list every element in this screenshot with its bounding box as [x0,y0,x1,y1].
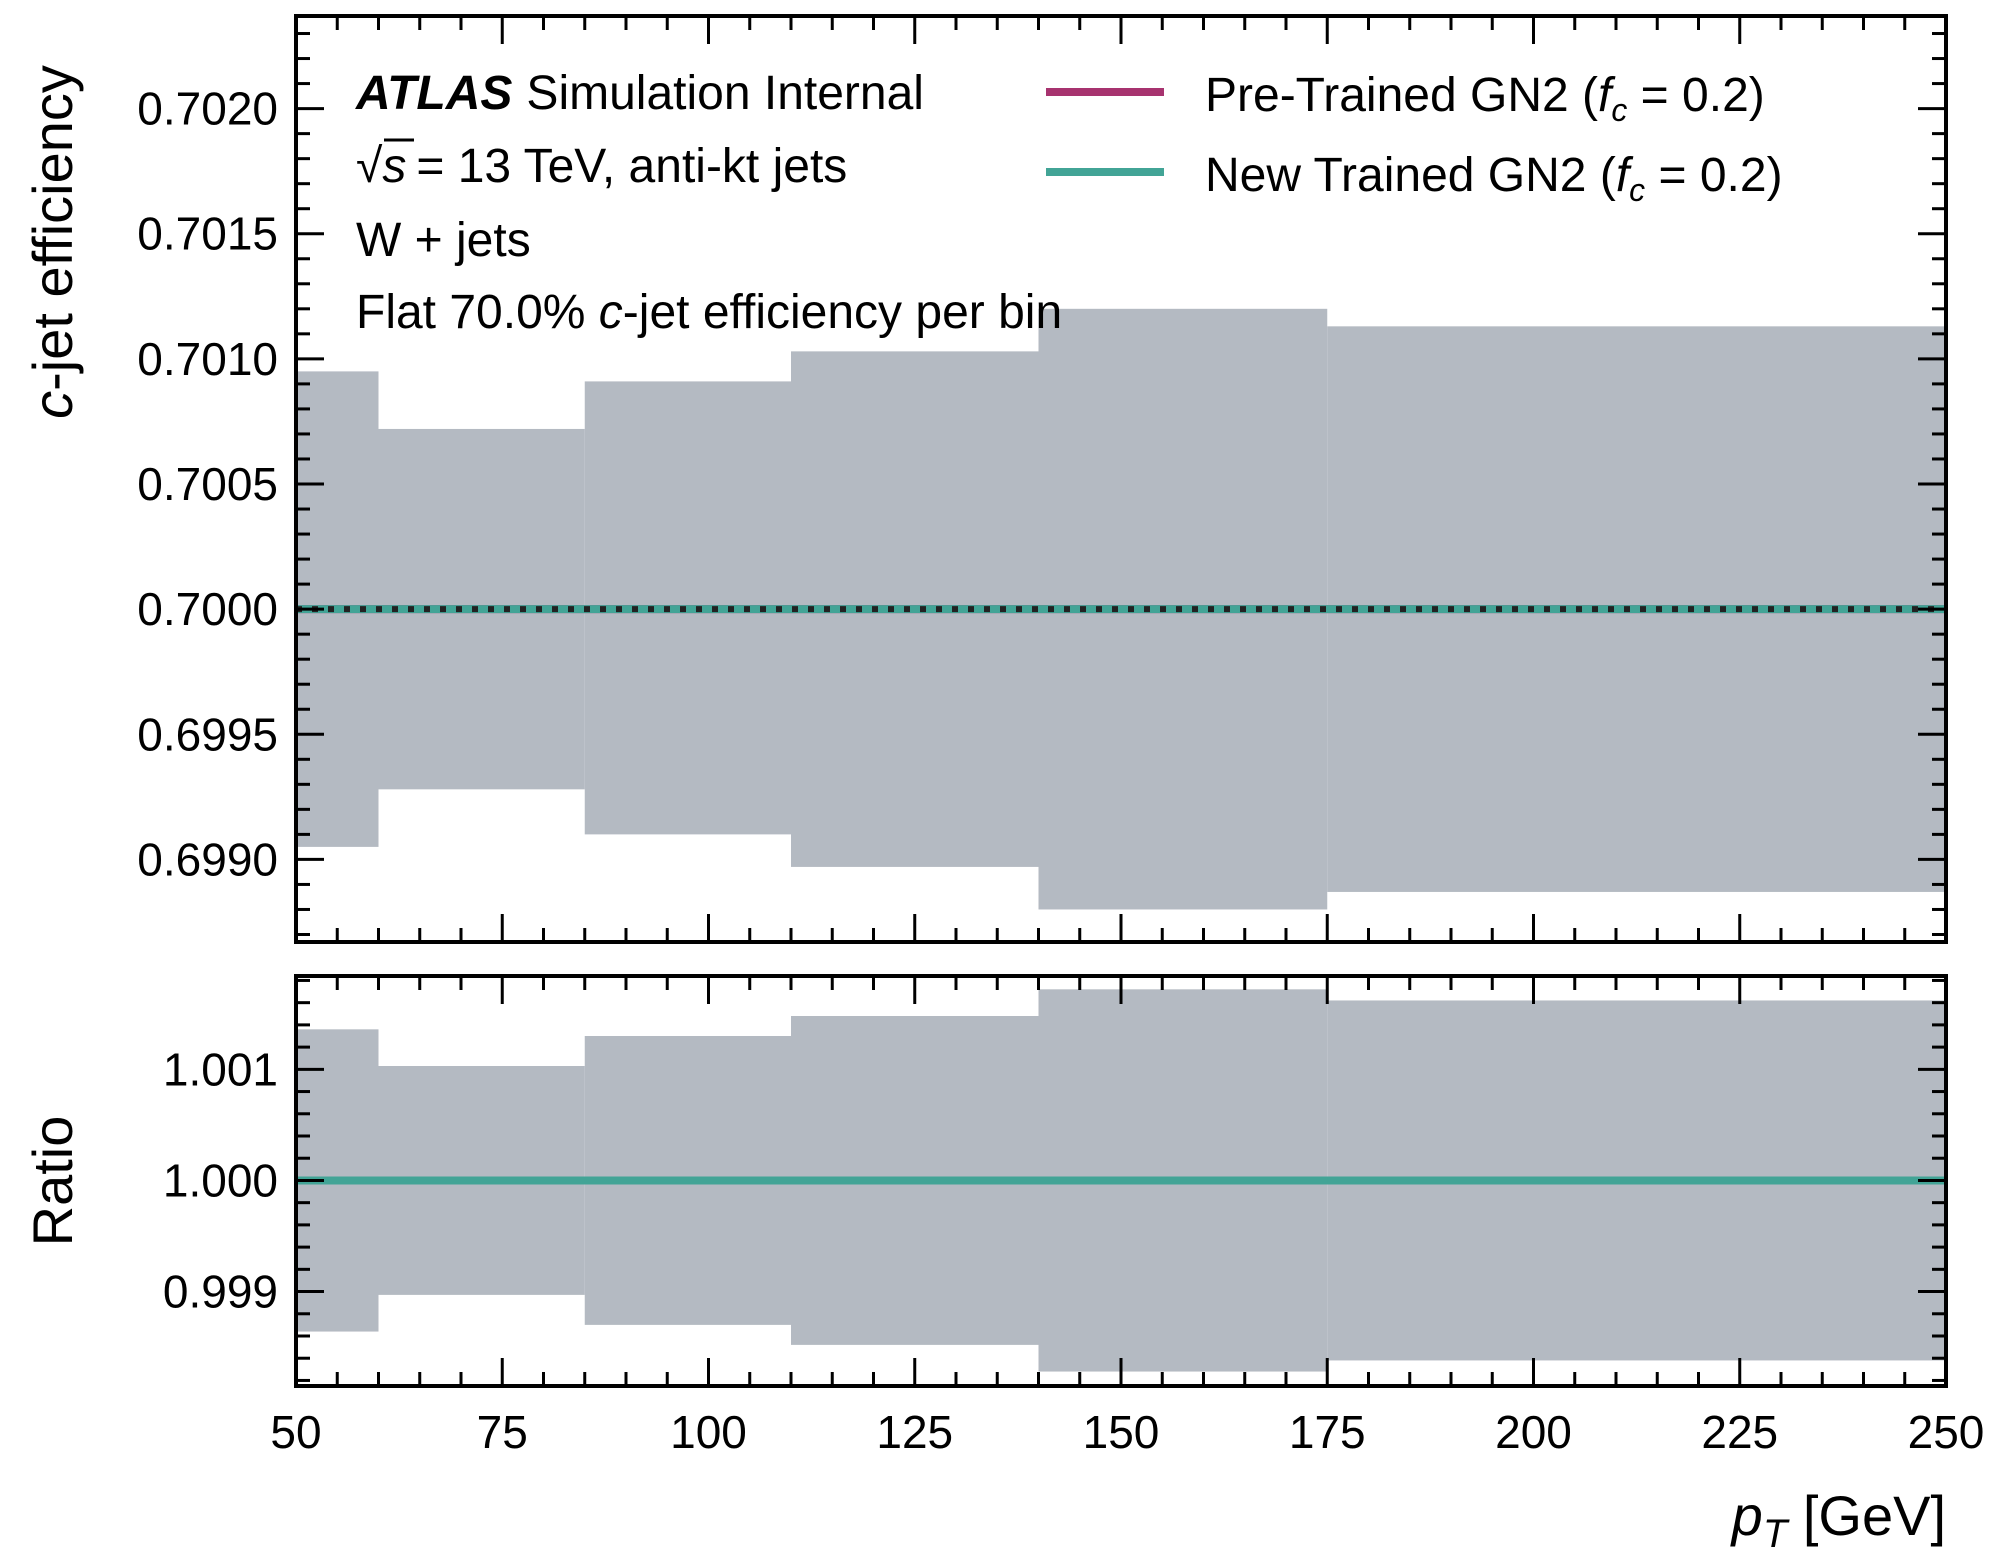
top-y-tick-label: 0.7015 [137,208,278,260]
legend-sub-1: c [1629,172,1645,208]
top-y-tick-label: 0.7010 [137,333,278,385]
wp-pre: Flat 70.0% [356,286,599,339]
sample-label: W + jets [356,214,531,267]
bottom-y-tick-label: 1.000 [163,1154,278,1206]
top-panel-frame [294,14,1948,944]
bottom-panel: 0.999 1.000 1.001 50 75 100 125 150 175 200 225 25… [21,974,1984,1556]
top-y-axis-title-rest: -jet efficiency [21,65,84,391]
legend-label-newtrained: New Trained GN2 (fc = 0.2) [1205,149,1783,208]
x-tick-label: 250 [1908,1406,1985,1458]
legend-pre-1: New Trained GN2 ( [1205,149,1616,202]
legend-sub-0: c [1611,92,1627,128]
x-tick-labels: 50 75 100 125 150 175 200 225 250 [270,1406,1984,1458]
atlas-label: ATLAS Simulation Internal [355,67,924,120]
legend-post-1: = 0.2) [1645,149,1782,202]
atlas-tag: Simulation Internal [526,67,924,120]
bottom-y-tick-labels: 0.999 1.000 1.001 [163,1043,278,1317]
legend-label-pretrained: Pre-Trained GN2 (fc = 0.2) [1205,69,1765,128]
energy-label: √s = 13 TeV, anti-kt jets [356,140,847,193]
top-y-tick-label: 0.7005 [137,458,278,510]
x-tick-label: 150 [1083,1406,1160,1458]
legend: Pre-Trained GN2 (fc = 0.2) New Trained G… [1046,69,1783,208]
legend-pre-0: Pre-Trained GN2 ( [1205,69,1598,122]
x-tick-label: 100 [670,1406,747,1458]
top-y-tick-label: 0.6995 [137,708,278,760]
x-tick-label: 225 [1701,1406,1778,1458]
x-axis-title: pT [GeV] [1730,1484,1946,1556]
bottom-y-tick-label: 0.999 [163,1266,278,1318]
top-y-tick-labels: 0.6990 0.6995 0.7000 0.7005 0.7010 0.7015 0.70… [137,83,278,886]
top-axis-ticks [294,16,1948,942]
legend-post-0: = 0.2) [1627,69,1764,122]
x-tick-label: 50 [270,1406,321,1458]
bottom-axis-ticks [294,976,1948,1386]
wp-label: Flat 70.0% c-jet efficiency per bin [356,286,1062,339]
x-axis-title-rest: [GeV] [1787,1484,1946,1547]
top-y-axis-title-c: c [21,391,84,419]
top-y-tick-label: 0.7000 [137,583,278,635]
x-axis-title-sub: T [1763,1512,1790,1556]
bottom-y-tick-label: 1.001 [163,1043,278,1095]
top-panel: 0.6990 0.6995 0.7000 0.7005 0.7010 0.7015 0.70… [21,14,1948,944]
atlas-brand: ATLAS [355,67,512,120]
top-y-axis-title: c-jet efficiency [21,65,84,419]
energy-sqrt: √s [356,140,406,193]
top-y-tick-label: 0.6990 [137,833,278,885]
x-axis-title-p: p [1730,1484,1763,1547]
x-tick-label: 200 [1495,1406,1572,1458]
x-tick-label: 125 [876,1406,953,1458]
bottom-y-axis-title: Ratio [21,1116,84,1247]
energy-rest: = 13 TeV, anti-kt jets [416,140,847,193]
x-tick-label: 175 [1289,1406,1366,1458]
bottom-panel-frame [294,974,1948,1388]
top-y-tick-label: 0.7020 [137,83,278,135]
x-tick-label: 75 [477,1406,528,1458]
wp-post: -jet efficiency per bin [623,286,1062,339]
wp-c: c [599,286,623,339]
